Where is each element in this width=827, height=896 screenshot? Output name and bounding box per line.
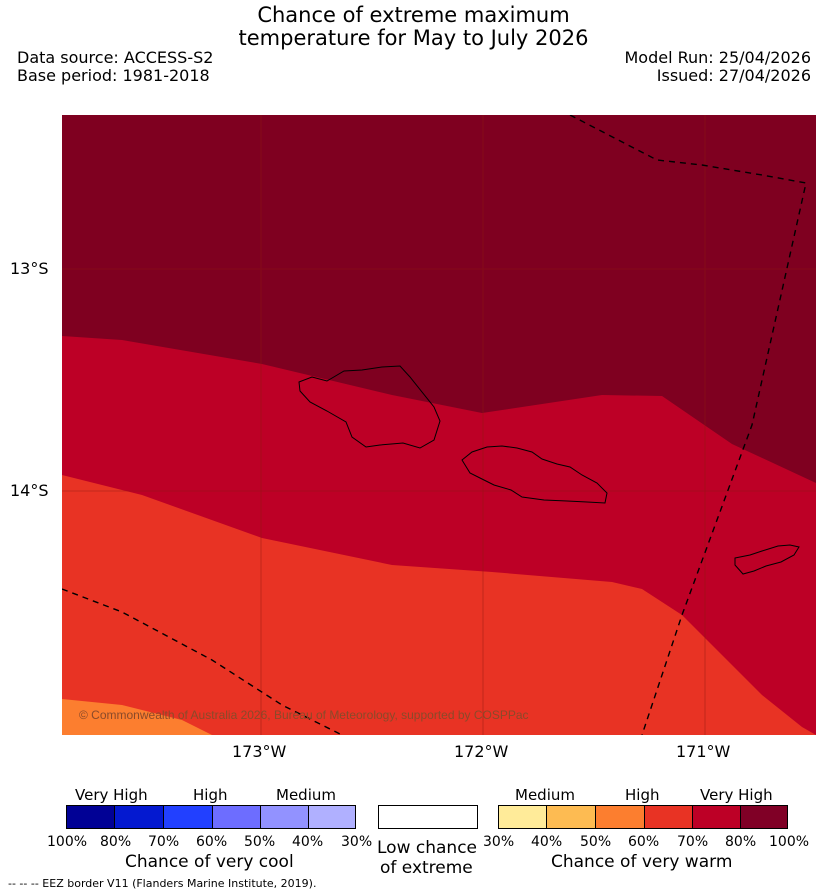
issued-date: Issued: 27/04/2026	[656, 66, 811, 85]
low-chance-title-line1: Low chance	[377, 838, 477, 858]
warm-group-high: High	[625, 786, 660, 804]
graticule	[62, 115, 816, 735]
cool-swatch-3	[163, 805, 213, 829]
cool-tick-50: 50%	[244, 834, 276, 850]
cool-swatch-5	[260, 805, 310, 829]
warm-tick-30: 30%	[483, 834, 515, 850]
cool-legend-title: Chance of very cool	[125, 852, 294, 872]
data-source: Data source: ACCESS-S2	[17, 48, 214, 67]
low-chance-colorbar	[378, 805, 478, 831]
eez-border	[61, 114, 807, 736]
warm-group-very-high: Very High	[700, 786, 773, 804]
warm-swatch-6	[740, 805, 788, 829]
cool-swatch-2	[114, 805, 164, 829]
low-chance-title-line2: of extreme	[380, 858, 473, 878]
upolu-island	[461, 445, 608, 504]
eez-footer-note: -- -- -- EEZ border V11 (Flanders Marine…	[8, 877, 317, 890]
lat-label-14s: 14°S	[10, 481, 49, 500]
warm-swatch-1	[498, 805, 547, 829]
cool-group-high: High	[193, 786, 228, 804]
cool-tick-60: 60%	[196, 834, 228, 850]
warm-colorbar	[498, 805, 788, 831]
cool-swatch-4	[212, 805, 262, 829]
cool-tick-30: 30%	[341, 834, 373, 850]
warm-group-medium: Medium	[515, 786, 575, 804]
warm-tick-40: 40%	[531, 834, 563, 850]
warm-swatch-3	[595, 805, 645, 829]
cool-tick-40: 40%	[292, 834, 324, 850]
cool-group-medium: Medium	[276, 786, 336, 804]
model-run: Model Run: 25/04/2026	[624, 48, 812, 67]
map-title-line2: temperature for May to July 2026	[238, 26, 589, 50]
cool-tick-80: 80%	[100, 834, 132, 850]
copyright-text: © Commonwealth of Australia 2026, Bureau…	[79, 708, 529, 722]
zone-high-65	[62, 475, 816, 735]
warm-swatch-4	[644, 805, 694, 829]
savaii-island	[298, 365, 441, 449]
warm-tick-60: 60%	[628, 834, 660, 850]
lon-label-173w: 173°W	[232, 742, 287, 761]
warm-tick-100: 100%	[769, 834, 810, 850]
map-panel[interactable]: © Commonwealth of Australia 2026, Bureau…	[61, 114, 816, 736]
cool-group-very-high: Very High	[75, 786, 148, 804]
cool-tick-70: 70%	[148, 834, 180, 850]
lon-label-171w: 171°W	[676, 742, 731, 761]
low-chance-swatch	[378, 805, 478, 829]
cool-swatch-1	[66, 805, 115, 829]
base-period: Base period: 1981-2018	[17, 66, 210, 85]
lat-label-13s: 13°S	[10, 259, 49, 278]
warm-tick-70: 70%	[677, 834, 709, 850]
cool-colorbar	[66, 805, 356, 831]
warm-tick-50: 50%	[580, 834, 612, 850]
warm-swatch-2	[546, 805, 596, 829]
warm-tick-80: 80%	[725, 834, 757, 850]
cool-swatch-6	[308, 805, 356, 829]
tutuila-island	[734, 544, 800, 575]
cool-tick-100: 100%	[47, 834, 88, 850]
lon-label-172w: 172°W	[454, 742, 509, 761]
island-coastlines	[298, 365, 800, 575]
warm-legend-title: Chance of very warm	[551, 852, 733, 872]
warm-swatch-5	[692, 805, 742, 829]
zone-high-55	[62, 699, 212, 735]
map-svg: © Commonwealth of Australia 2026, Bureau…	[61, 114, 816, 736]
map-title-line1: Chance of extreme maximum	[257, 3, 570, 27]
